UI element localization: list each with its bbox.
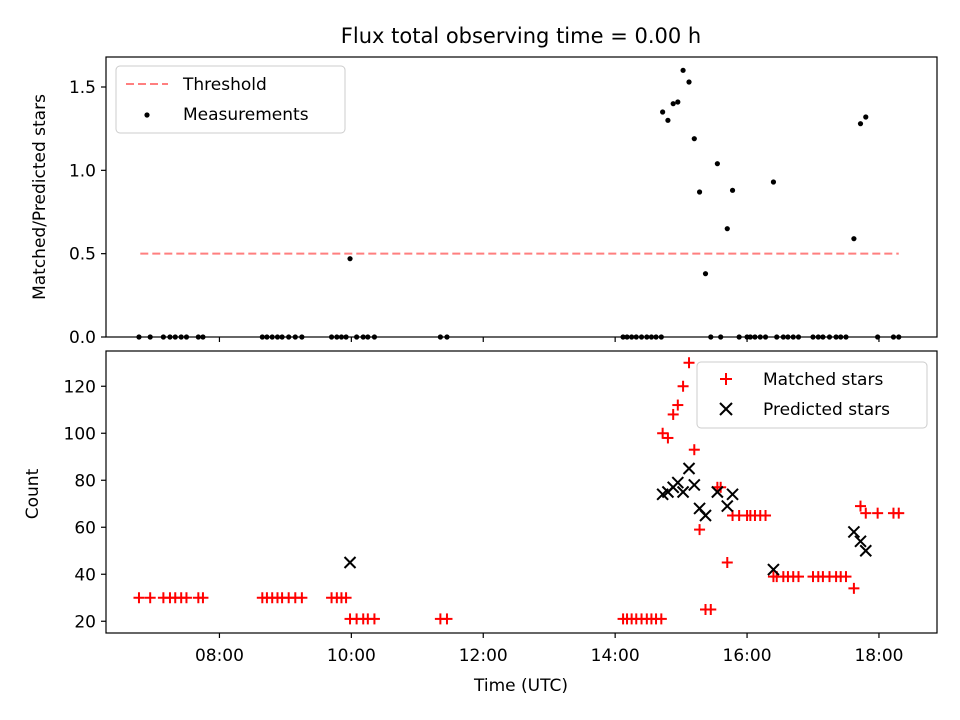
measurement-point — [670, 101, 676, 107]
bottom-y-tick-label: 120 — [64, 377, 96, 397]
predicted-star-point — [676, 485, 690, 499]
measurement-point — [714, 161, 720, 167]
matched-star-point — [721, 557, 733, 568]
matched-star-point — [677, 380, 689, 392]
top-y-axis-label: Matched/Predicted stars — [30, 94, 50, 300]
matched-star-point — [197, 592, 209, 604]
matched-star-point — [848, 582, 860, 594]
matched-star-point — [683, 357, 695, 369]
predicted-star-point — [682, 462, 696, 475]
legend-predicted-swatch — [719, 402, 733, 416]
top-y-tick-label: 1.5 — [69, 78, 96, 98]
matched-star-point — [667, 408, 679, 420]
measurement-point — [863, 114, 869, 120]
top-y-tick-label: 0.0 — [69, 328, 96, 348]
x-tick-label: 16:00 — [723, 646, 772, 666]
top-y-tick-label: 0.5 — [69, 245, 96, 265]
legend-measurements-label: Measurements — [183, 105, 309, 125]
predicted-star-point — [688, 478, 701, 492]
predicted-star-point — [721, 499, 734, 513]
legend-measurements-swatch — [144, 112, 150, 118]
top-y-tick-label: 1.0 — [69, 161, 96, 181]
bottom-y-tick-label: 20 — [74, 612, 96, 632]
matched-star-point — [793, 571, 804, 583]
matched-star-point — [860, 507, 872, 519]
bottom-y-tick-label: 80 — [74, 471, 96, 491]
top-plot-frame — [105, 56, 938, 338]
measurement-point — [665, 117, 671, 123]
bottom-y-axis-label: Count — [23, 468, 43, 519]
predicted-star-point — [671, 476, 685, 489]
predicted-star-point — [847, 525, 861, 539]
bottom-legend-box — [696, 361, 928, 429]
predicted-star-point — [711, 485, 724, 499]
matched-star-point — [893, 507, 905, 519]
matched-star-point — [760, 510, 772, 521]
measurement-point — [675, 99, 681, 105]
x-tick-label: 10:00 — [327, 646, 376, 666]
matched-star-point — [340, 592, 352, 604]
measurement-point — [857, 121, 864, 127]
matched-star-point — [657, 427, 669, 439]
legend-matched-label: Matched stars — [763, 370, 883, 390]
matched-star-point — [872, 507, 884, 519]
matched-star-point — [133, 592, 145, 604]
top-legend-box — [115, 65, 346, 134]
chart-title: Flux total observing time = 0.00 h — [341, 24, 701, 48]
matched-star-point — [296, 592, 308, 604]
matched-star-point — [705, 604, 717, 615]
bottom-legend: Matched stars Predicted stars — [696, 361, 928, 429]
predicted-star-point — [343, 556, 357, 569]
matched-star-point — [662, 432, 674, 444]
x-tick-label: 08:00 — [195, 646, 244, 666]
bottom-panel: 20 40 60 80 100 120 08:00 10:00 12:00 14:00 16:00 1… — [23, 350, 938, 696]
x-tick-label: 12:00 — [459, 646, 508, 666]
matched-star-point — [854, 500, 866, 512]
matched-star-point — [688, 444, 700, 456]
predicted-star-point — [767, 563, 780, 576]
measurement-point — [696, 189, 703, 195]
top-panel: 0.0 0.5 1.0 1.5 Matched/Predicted stars Thr… — [30, 56, 938, 348]
predicted-star-point — [859, 544, 872, 557]
legend-threshold-label: Threshold — [182, 75, 267, 95]
matched-star-point — [655, 613, 667, 625]
measurement-point — [851, 236, 857, 242]
measurement-point — [680, 67, 686, 73]
legend-predicted-label: Predicted stars — [763, 400, 890, 420]
measurement-point — [724, 226, 730, 232]
matched-star-point — [441, 613, 453, 625]
measurement-point — [347, 256, 353, 262]
measurement-point — [691, 136, 697, 142]
predicted-star-point — [854, 535, 867, 548]
predicted-star-point — [699, 509, 712, 522]
measurement-point — [702, 271, 709, 277]
measurement-point — [770, 179, 777, 185]
predicted-star-point — [726, 488, 739, 501]
matched-star-point — [840, 571, 852, 583]
bottom-plot-frame — [105, 350, 938, 634]
matched-star-point — [180, 592, 192, 604]
measurement-point — [660, 109, 666, 115]
legend-matched-swatch — [720, 373, 732, 385]
matched-star-point — [694, 524, 706, 536]
x-tick-label: 18:00 — [854, 646, 903, 666]
measurement-point — [686, 79, 692, 85]
bottom-y-tick-label: 40 — [74, 565, 96, 585]
matched-star-point — [368, 613, 380, 625]
bottom-y-tick-label: 100 — [64, 424, 96, 444]
matched-star-point — [672, 399, 684, 411]
bottom-y-tick-label: 60 — [74, 518, 96, 538]
x-tick-label: 14:00 — [591, 646, 640, 666]
matched-star-point — [144, 592, 156, 604]
measurement-point — [729, 187, 736, 193]
top-legend: Threshold Measurements — [115, 65, 346, 134]
x-axis-label: Time (UTC) — [473, 676, 568, 696]
